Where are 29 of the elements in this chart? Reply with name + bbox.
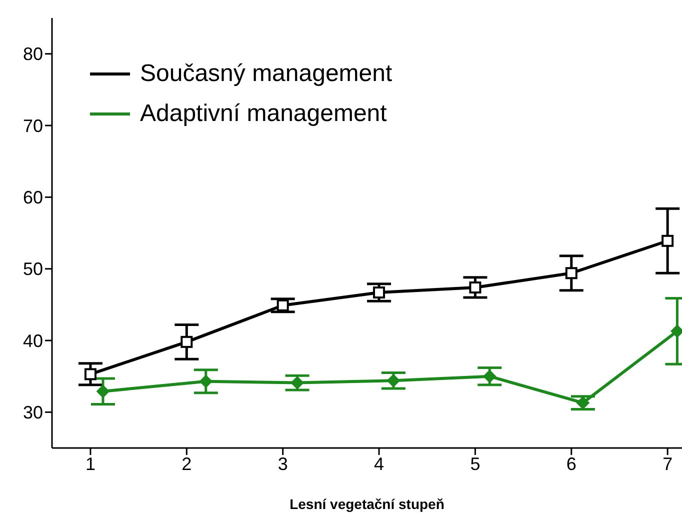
point	[483, 370, 496, 383]
x-tick-label: 2	[182, 454, 192, 474]
x-tick-label: 4	[374, 454, 384, 474]
x-tick-label: 5	[470, 454, 480, 474]
x-axis-title: Lesní vegetační stupeň	[288, 496, 446, 512]
point	[576, 396, 590, 410]
point	[96, 384, 110, 398]
x-tick-label: 3	[278, 454, 288, 474]
y-tick-label: 30	[22, 402, 43, 423]
point	[565, 267, 578, 280]
point	[386, 374, 400, 388]
y-tick-label: 40	[22, 330, 43, 351]
y-tick-label: 60	[22, 188, 43, 208]
y-tick-label: 50	[22, 259, 43, 280]
x-tick-label: 1	[85, 454, 96, 474]
point	[276, 299, 289, 312]
point	[469, 281, 482, 294]
point	[662, 234, 674, 247]
point	[290, 376, 304, 390]
point	[180, 336, 193, 348]
point	[373, 286, 386, 298]
x-tick-label: 7	[662, 454, 673, 474]
point	[84, 368, 96, 380]
point	[199, 374, 212, 388]
legend-label: Adaptivní management	[140, 100, 387, 128]
y-tick-label: 80	[22, 44, 43, 64]
y-tick-label: 70	[22, 116, 43, 136]
x-tick-label: 6	[566, 454, 576, 474]
legend-label: Současný management	[140, 60, 392, 88]
